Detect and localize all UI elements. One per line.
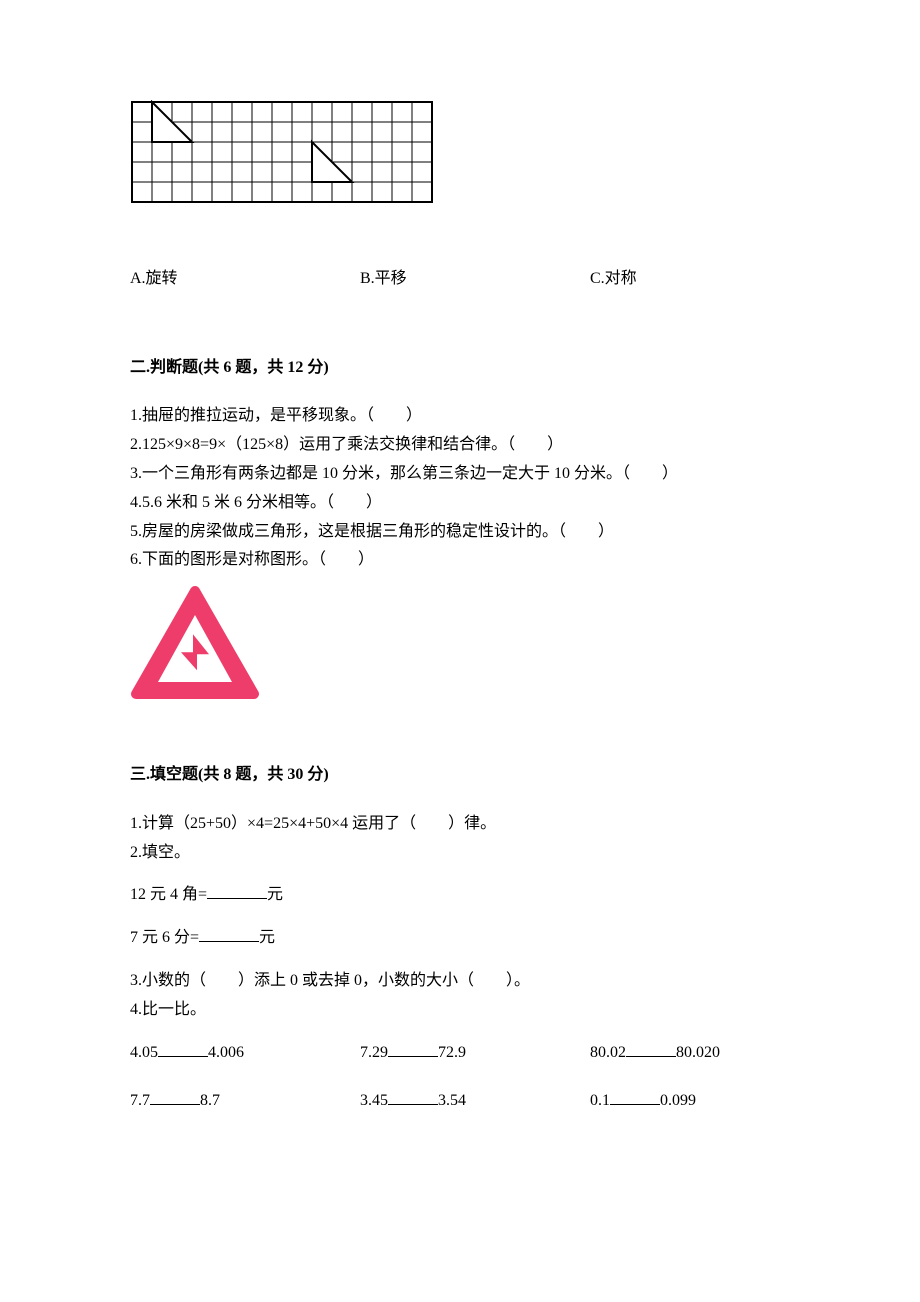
compare-cell: 3.45 3.54 xyxy=(360,1087,590,1116)
blank xyxy=(150,1088,200,1105)
option-b: B.平移 xyxy=(360,265,590,294)
cmp-val: 72.9 xyxy=(438,1044,466,1061)
blank xyxy=(158,1040,208,1057)
triangle-sign xyxy=(130,585,790,711)
section-2-body: 1.抽屉的推拉运动，是平移现象。（ ） 2.125×9×8=9×（125×8）运… xyxy=(130,402,790,575)
s3-q1: 1.计算（25+50）×4=25×4+50×4 运用了（ ）律。 xyxy=(130,810,790,839)
compare-cell: 7.29 72.9 xyxy=(360,1039,590,1068)
compare-cell: 4.05 4.006 xyxy=(130,1039,360,1068)
compare-cell: 0.1 0.099 xyxy=(590,1087,696,1116)
option-c: C.对称 xyxy=(590,265,637,294)
cmp-val: 4.05 xyxy=(130,1044,158,1061)
s3-q4-title: 4.比一比。 xyxy=(130,996,790,1025)
s3-q2-line1-post: 元 xyxy=(267,886,283,903)
s3-q2-line2-post: 元 xyxy=(259,929,275,946)
blank xyxy=(388,1040,438,1057)
option-a: A.旋转 xyxy=(130,265,360,294)
s2-item-4: 4.5.6 米和 5 米 6 分米相等。（ ） xyxy=(130,489,790,518)
s3-q2-line2: 7 元 6 分= 元 xyxy=(130,924,790,953)
cmp-val: 80.02 xyxy=(590,1044,626,1061)
triangle-sign-svg xyxy=(130,585,260,700)
cmp-val: 3.54 xyxy=(438,1092,466,1109)
blank xyxy=(610,1088,660,1105)
s3-q2-line1: 12 元 4 角= 元 xyxy=(130,881,790,910)
s3-q3: 3.小数的（ ）添上 0 或去掉 0，小数的大小（ ）。 xyxy=(130,967,790,996)
compare-row-1: 4.05 4.006 7.29 72.9 80.02 80.020 xyxy=(130,1039,790,1068)
grid-svg xyxy=(130,100,434,204)
page: A.旋转 B.平移 C.对称 二.判断题(共 6 题，共 12 分) 1.抽屉的… xyxy=(0,0,920,1302)
s3-q2-line1-pre: 12 元 4 角= xyxy=(130,886,207,903)
s3-q2-line2-pre: 7 元 6 分= xyxy=(130,929,199,946)
compare-row-2: 7.7 8.7 3.45 3.54 0.1 0.099 xyxy=(130,1087,790,1116)
blank xyxy=(199,925,259,942)
cmp-val: 0.099 xyxy=(660,1092,696,1109)
blank xyxy=(388,1088,438,1105)
cmp-val: 80.020 xyxy=(676,1044,720,1061)
compare-cell: 80.02 80.020 xyxy=(590,1039,720,1068)
blank xyxy=(626,1040,676,1057)
s3-q2-title: 2.填空。 xyxy=(130,839,790,868)
cmp-val: 7.29 xyxy=(360,1044,388,1061)
grid-figure xyxy=(130,100,790,215)
cmp-val: 0.1 xyxy=(590,1092,610,1109)
cmp-val: 3.45 xyxy=(360,1092,388,1109)
options-row: A.旋转 B.平移 C.对称 xyxy=(130,265,790,294)
section-2-title: 二.判断题(共 6 题，共 12 分) xyxy=(130,354,790,383)
s2-item-3: 3.一个三角形有两条边都是 10 分米，那么第三条边一定大于 10 分米。（ ） xyxy=(130,460,790,489)
section-3-title: 三.填空题(共 8 题，共 30 分) xyxy=(130,761,790,790)
compare-cell: 7.7 8.7 xyxy=(130,1087,360,1116)
cmp-val: 4.006 xyxy=(208,1044,244,1061)
s2-item-6: 6.下面的图形是对称图形。（ ） xyxy=(130,546,790,575)
cmp-val: 8.7 xyxy=(200,1092,220,1109)
blank xyxy=(207,882,267,899)
s2-item-2: 2.125×9×8=9×（125×8）运用了乘法交换律和结合律。（ ） xyxy=(130,431,790,460)
s2-item-1: 1.抽屉的推拉运动，是平移现象。（ ） xyxy=(130,402,790,431)
cmp-val: 7.7 xyxy=(130,1092,150,1109)
s2-item-5: 5.房屋的房梁做成三角形，这是根据三角形的稳定性设计的。（ ） xyxy=(130,518,790,547)
